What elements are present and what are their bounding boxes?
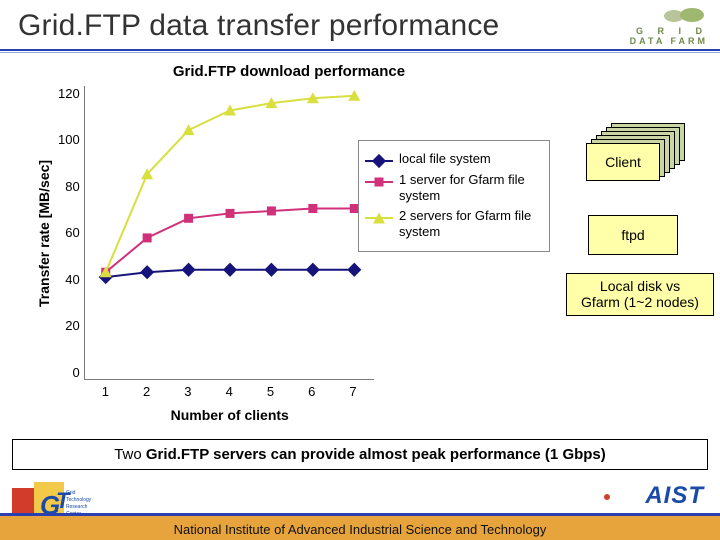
legend-item: 1 server for Gfarm file system: [365, 172, 543, 205]
footer: G T Grid Technology Research Center AIST…: [0, 460, 720, 540]
series-marker: [182, 124, 194, 135]
footer-orange-bar: National Institute of Advanced Industria…: [0, 516, 720, 540]
note-line-2: Gfarm (1~2 nodes): [571, 294, 709, 311]
header: Grid.FTP data transfer performance G R I…: [0, 0, 720, 47]
divider: [0, 49, 720, 51]
series-marker: [267, 206, 276, 215]
cloud-icon: [662, 6, 708, 24]
series-marker: [308, 204, 317, 213]
content-area: Grid.FTP download performance Transfer r…: [0, 59, 720, 457]
ftpd-box: ftpd: [588, 215, 678, 255]
y-tick: 80: [65, 179, 79, 194]
x-tick: 7: [332, 384, 373, 399]
client-stack: Client: [586, 123, 682, 181]
plot-svg: [85, 86, 375, 380]
plot-area: 1234567 Number of clients: [84, 86, 374, 380]
y-axis-ticks: 120 100 80 60 40 20 0: [54, 86, 84, 380]
x-tick: 2: [126, 384, 167, 399]
y-tick: 60: [65, 225, 79, 240]
svg-text:Research: Research: [66, 504, 88, 510]
page-title: Grid.FTP data transfer performance: [18, 9, 499, 43]
legend-label: local file system: [399, 151, 543, 167]
footer-bars: National Institute of Advanced Industria…: [0, 511, 720, 540]
series-marker: [181, 262, 195, 276]
series-marker: [223, 262, 237, 276]
grid-data-farm-logo: G R I D DATA FARM: [630, 6, 708, 47]
legend-swatch: [365, 175, 393, 189]
x-tick: 1: [85, 384, 126, 399]
y-tick: 0: [72, 365, 79, 380]
aist-dot-icon: [604, 494, 610, 500]
x-axis-ticks: 1234567: [85, 384, 374, 399]
x-axis-label: Number of clients: [85, 407, 375, 423]
x-tick: 5: [250, 384, 291, 399]
x-tick: 6: [291, 384, 332, 399]
series-marker: [305, 262, 319, 276]
legend-label: 2 servers for Gfarm file system: [399, 208, 543, 241]
legend-swatch: [365, 154, 393, 168]
series-line: [105, 95, 354, 271]
chart: Grid.FTP download performance Transfer r…: [34, 63, 544, 417]
series-marker: [140, 265, 154, 279]
series-marker: [347, 262, 361, 276]
legend-item: 2 servers for Gfarm file system: [365, 208, 543, 241]
svg-text:Grid: Grid: [66, 490, 76, 496]
series-marker: [142, 233, 151, 242]
x-tick: 4: [209, 384, 250, 399]
footer-text: National Institute of Advanced Industria…: [0, 522, 720, 537]
legend-item: local file system: [365, 151, 543, 168]
x-tick: 3: [167, 384, 208, 399]
chart-title: Grid.FTP download performance: [34, 63, 544, 80]
client-card-front: Client: [586, 143, 660, 181]
note-line-1: Local disk vs: [571, 278, 709, 295]
right-column: Client ftpd Local disk vs Gfarm (1~2 nod…: [566, 123, 714, 317]
y-axis-label: Transfer rate [MB/sec]: [34, 86, 54, 380]
series-marker: [225, 209, 234, 218]
legend: local file system 1 server for Gfarm file…: [358, 140, 550, 252]
note-box: Local disk vs Gfarm (1~2 nodes): [566, 273, 714, 317]
divider: [0, 52, 720, 53]
svg-text:Technology: Technology: [66, 497, 92, 503]
series-marker: [184, 213, 193, 222]
y-tick: 20: [65, 318, 79, 333]
series-marker: [264, 262, 278, 276]
chart-body: Transfer rate [MB/sec] 120 100 80 60 40 20 0 1…: [34, 86, 544, 380]
logo-line-2: DATA FARM: [630, 37, 708, 47]
legend-swatch: [365, 211, 393, 225]
legend-label: 1 server for Gfarm file system: [399, 172, 543, 205]
y-tick: 100: [58, 132, 80, 147]
y-tick: 40: [65, 272, 79, 287]
y-tick: 120: [58, 86, 80, 101]
aist-logo: AIST: [645, 482, 704, 510]
